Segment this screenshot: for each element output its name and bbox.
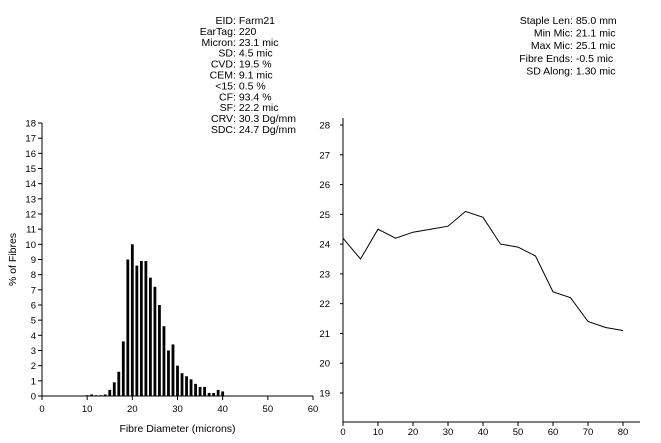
histogram-bar: [135, 266, 138, 396]
x-tick-label: 60: [308, 404, 319, 415]
x-tick-label: 60: [548, 427, 559, 438]
stat-label: SDC: [211, 124, 234, 136]
y-tick-label: 7: [31, 285, 36, 296]
y-tick-label: 14: [25, 179, 36, 190]
x-tick-label: 30: [172, 404, 183, 415]
histogram-bar: [113, 382, 116, 396]
histogram-bar: [176, 366, 179, 396]
y-axis-title: % of Fibres: [7, 233, 19, 286]
histogram-bar: [90, 394, 93, 396]
stat-right-value: : 21.1 mic: [570, 28, 616, 40]
y-tick-label: 27: [319, 150, 330, 161]
histogram-bar: [117, 372, 120, 396]
y-tick-label: 26: [319, 180, 330, 191]
histogram-bar: [154, 287, 157, 396]
stat-right-value: : 85.0 mm: [570, 15, 617, 27]
histogram-bar: [108, 390, 111, 396]
y-tick-label: 25: [319, 210, 330, 221]
histogram-bar: [181, 373, 184, 396]
histogram-bar: [185, 376, 188, 396]
y-tick-label: 15: [25, 164, 36, 175]
stat-right-label: Min Mic: [534, 28, 570, 40]
x-tick-label: 20: [408, 427, 419, 438]
histogram-bar: [163, 326, 166, 396]
x-tick-label: 40: [217, 404, 228, 415]
histogram-bar: [221, 391, 224, 396]
y-tick-label: 3: [31, 346, 36, 357]
y-tick-label: 12: [25, 210, 36, 221]
stat-right-label: SD Along: [526, 65, 570, 77]
y-tick-label: 24: [319, 240, 330, 251]
x-tick-label: 80: [618, 427, 629, 438]
y-tick-label: 11: [26, 225, 36, 236]
y-tick-label: 13: [25, 194, 36, 205]
stat-right-label: Max Mic: [531, 40, 570, 52]
x-tick-label: 20: [127, 404, 138, 415]
x-tick-label: 0: [39, 404, 44, 415]
diameter-profile-line: [343, 211, 623, 330]
histogram-bar: [172, 344, 175, 396]
y-tick-label: 8: [31, 270, 36, 281]
y-tick-label: 18: [25, 119, 36, 130]
y-tick-label: 4: [31, 331, 36, 342]
stat-right-value: : -0.5 mic: [570, 53, 613, 65]
y-tick-label: 1: [31, 376, 36, 387]
histogram-bar: [144, 261, 147, 396]
stat-right-label: Staple Len: [520, 15, 570, 27]
histogram-bar: [212, 393, 215, 396]
y-tick-label: 10: [25, 240, 36, 251]
x-tick-label: 10: [373, 427, 384, 438]
histogram-bar: [158, 305, 161, 396]
y-tick-label: 23: [319, 269, 330, 280]
y-tick-label: 28: [319, 121, 330, 132]
histogram-bar: [104, 394, 107, 396]
histogram-bar: [131, 244, 134, 396]
histogram-bar: [126, 260, 129, 397]
stat-right-value: : 25.1 mic: [570, 40, 616, 52]
x-tick-label: 30: [443, 427, 454, 438]
histogram-bar: [86, 395, 89, 396]
stat-right-value: : 1.30 mic: [570, 65, 616, 77]
histogram-bar: [217, 390, 220, 396]
y-tick-label: 9: [31, 255, 36, 266]
stat-value: : 24.7 Dg/mm: [233, 124, 296, 136]
histogram-bar: [122, 341, 125, 396]
histogram-bar: [149, 278, 152, 396]
y-tick-label: 16: [25, 149, 36, 160]
x-tick-label: 10: [82, 404, 93, 415]
histogram-bar: [199, 387, 202, 396]
histogram-bar: [167, 351, 170, 397]
y-tick-label: 5: [31, 316, 36, 327]
y-tick-label: 20: [319, 359, 330, 370]
histogram-bar: [190, 379, 193, 396]
x-axis-title: Fibre Diameter (microns): [119, 423, 235, 435]
histogram-bar: [99, 395, 102, 396]
x-tick-label: 0: [340, 427, 345, 438]
y-tick-label: 22: [319, 299, 330, 310]
histogram-bar: [140, 261, 143, 396]
histogram-bar: [95, 395, 98, 396]
histogram-bar: [203, 387, 206, 396]
y-tick-label: 6: [31, 301, 36, 312]
diameter-profile-chart: 19 20 21 22 23 24 25 26 27 28 0 10 20 30 40 50 60 70 80: [319, 118, 640, 438]
histogram-bar: [208, 393, 211, 396]
x-tick-label: 40: [478, 427, 489, 438]
x-tick-label: 70: [583, 427, 594, 438]
x-tick-label: 50: [263, 404, 274, 415]
y-tick-label: 0: [31, 392, 36, 403]
stat-right-label: Fibre Ends: [519, 53, 570, 65]
y-tick-label: 17: [25, 134, 36, 145]
y-tick-label: 21: [319, 329, 330, 340]
y-tick-label: 19: [319, 389, 330, 400]
histogram-bar: [194, 384, 197, 396]
y-tick-label: 2: [31, 361, 36, 372]
x-tick-label: 50: [513, 427, 524, 438]
